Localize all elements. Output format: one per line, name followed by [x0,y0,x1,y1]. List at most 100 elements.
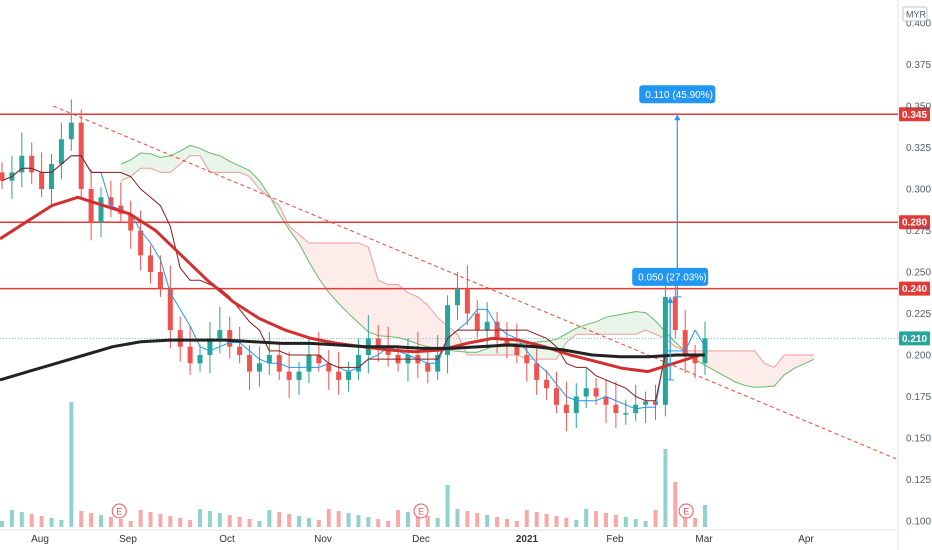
candle-body [652,401,658,405]
time-tick-label: Mar [695,534,713,545]
time-tick-label: Aug [31,534,49,545]
ichimoku-cloud [120,144,815,388]
volume-bar [425,516,430,527]
candle-body [454,288,460,306]
horizontal-level-tag [899,107,930,122]
cloud-segment [764,363,775,387]
cloud-segment [388,284,399,338]
cloud-segment [477,348,488,355]
candle-body [375,338,381,347]
time-axis[interactable]: Aug Sep Oct Nov Dec 2021 Feb Mar Apr [31,534,814,545]
volume-bar [623,517,628,527]
volume-bar [495,517,500,527]
volume-bar [405,512,410,527]
candle-body [29,155,35,173]
volume-bar [594,511,599,527]
volume-bar [396,510,401,527]
cloud-segment [417,296,428,347]
volume-bar [485,515,490,527]
earnings-marker-label: E [418,507,424,517]
volume-bar [118,519,123,527]
volume-bar [514,521,519,527]
volume-bar [653,510,658,527]
grid [0,0,899,550]
candle-body [425,363,431,372]
measurement-annotations[interactable]: 0.110 (45.90%) 22 0.050 (27.03%) 10 [632,85,727,381]
candle-body [336,371,342,380]
volume-bar [554,516,559,527]
volume-bar [19,512,24,527]
cloud-span-a [120,144,815,388]
cloud-segment [467,352,478,355]
cloud-segment [724,350,735,382]
volume-bar [217,513,222,527]
earnings-marker[interactable] [678,503,694,519]
volume-bar [108,517,113,527]
candle-body [256,363,262,372]
candle-body [58,139,64,165]
time-tick-label: Apr [798,534,814,545]
volume-bar [356,515,361,527]
volume-bar [475,513,480,527]
earnings-marker-label: E [116,507,122,517]
candle-body [573,396,579,414]
time-tick-label: Sep [119,534,137,545]
last-price-label: 0.210 [902,334,927,345]
volume-bar [277,512,282,527]
volume-bar [584,509,589,527]
cloud-segment [338,242,349,314]
horizontal-level-tag [899,281,930,296]
cloud-segment [140,153,151,169]
cloud-segment [160,155,171,173]
price-tick-label: 0.225 [906,309,931,320]
candle-body [247,355,253,372]
candle-body [227,330,233,347]
cloud-segment [615,313,626,335]
horizontal-level-label: 0.280 [902,218,927,229]
candle-body [563,404,569,414]
horizontal-level-label: 0.240 [902,284,927,295]
candle-body [603,396,609,405]
volume-bar [287,514,292,527]
cloud-segment [576,324,587,335]
measurement-label-box[interactable] [639,85,716,104]
candle-body [514,346,520,355]
earnings-marker[interactable] [413,503,429,519]
time-tick-label: 2021 [516,534,539,545]
measurement-label-box[interactable] [632,267,709,286]
volume-bar [673,482,678,527]
cloud-segment [605,315,616,335]
price-axis[interactable]: 0.100 0.125 0.150 0.175 0.200 0.225 0.250 0.275… [902,6,931,528]
measurement-arrowhead [674,114,681,121]
moving-averages [0,155,706,410]
candle-body [623,413,629,415]
last-price-tag [899,331,930,346]
volume-bar [316,520,321,527]
candle-body [474,313,480,331]
currency-badge[interactable] [902,6,928,22]
candle-body [266,355,272,364]
descending-trendline[interactable] [53,105,898,461]
volume-bar [69,402,74,527]
volume-bar [346,513,351,527]
cloud-segment [407,292,418,344]
volume-bar [435,518,440,527]
horizontal-levels[interactable]: 0.345 0.280 0.240 0.210 [0,107,930,346]
candle-body [128,213,134,231]
cloud-segment [487,344,498,355]
earnings-marker[interactable] [111,503,127,519]
candle-body [504,338,510,347]
volume-bar [158,514,163,527]
candle-body [445,305,451,355]
kijun-line [1,155,705,402]
volume-bar [643,521,648,527]
cloud-segment [734,350,745,386]
cloud-segment [427,305,438,349]
volume-bar [148,512,153,527]
candle-body [286,371,292,380]
candle-body [197,355,203,364]
candle-body [49,164,55,189]
volume-bar [603,513,608,527]
